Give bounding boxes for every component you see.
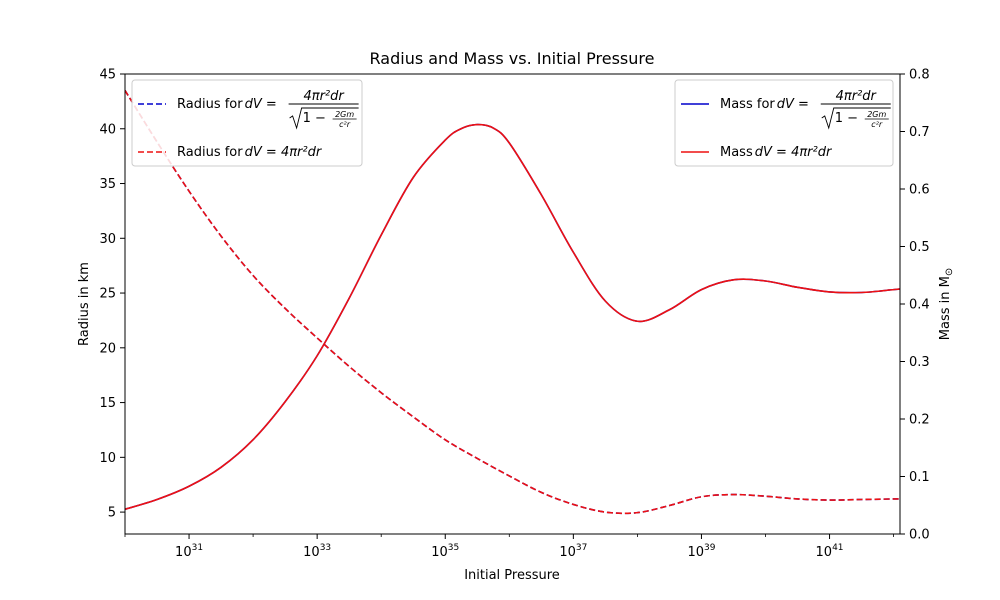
legend-formula-lhs: dV = (245, 97, 277, 112)
legend-formula-inner-denominator: c²r (871, 120, 883, 129)
legend-formula-newtonian: dV = 4πr²dr (755, 145, 833, 160)
y-axis-right-label-prefix: Mass in M (938, 276, 953, 340)
x-tick-label-exponent: 37 (576, 543, 587, 553)
y-right-tick-label: 0.6 (909, 183, 930, 198)
y-left-tick-label: 10 (99, 451, 116, 466)
x-tick-label: 1037 (559, 543, 587, 560)
legend-formula-inner-numerator: 2Gm (335, 110, 354, 119)
x-tick-label-base: 10 (303, 545, 320, 560)
x-tick-label-base: 10 (559, 545, 576, 560)
x-tick-label-exponent: 35 (448, 543, 459, 553)
formula-newtonian-rhs: 4πr²dr (791, 145, 833, 160)
legend-frame (674, 79, 894, 167)
x-tick-label: 1041 (816, 543, 844, 560)
y-left-tick-label: 30 (99, 232, 116, 247)
legend-label: Radius for (177, 145, 243, 160)
y-right-tick-label: 0.0 (909, 528, 930, 543)
y-left-tick-label: 35 (99, 177, 116, 192)
mass-series-newtonian-line (125, 123, 900, 511)
x-tick-label-base: 10 (431, 545, 448, 560)
legend-formula-newtonian: dV = 4πr²dr (245, 145, 323, 160)
legend-frame (131, 79, 363, 167)
formula-dv: dV (245, 97, 263, 112)
x-tick-label-exponent: 31 (192, 543, 203, 553)
legend-formula-lhs: dV = (777, 97, 809, 112)
legend-label: Mass for (720, 97, 775, 112)
formula-equals: = (794, 97, 809, 112)
y-axis-left-label: Radius in km (77, 262, 92, 346)
y-left-tick-label: 15 (99, 396, 116, 411)
legend-label: Radius for (177, 97, 243, 112)
x-axis-label: Initial Pressure (464, 568, 560, 583)
y-axis-right-label-subscript: ⊙ (944, 268, 955, 276)
radius-series-newtonian-line (125, 90, 900, 515)
legend-formula-inner-numerator: 2Gm (867, 110, 886, 119)
y-left-tick-label: 45 (99, 68, 116, 83)
y-left-tick-label: 25 (99, 287, 116, 302)
formula-newtonian-rhs: 4πr²dr (281, 145, 323, 160)
formula-equals: = (262, 97, 277, 112)
x-tick-label-base: 10 (816, 545, 833, 560)
formula-dv: dV (755, 145, 773, 160)
legend-formula-inner-denominator: c²r (339, 120, 351, 129)
formula-dv: dV (777, 97, 795, 112)
plot-layer (125, 90, 900, 515)
formula-equals: = (262, 145, 281, 160)
y-left-tick-label: 40 (99, 122, 116, 137)
x-tick-label-base: 10 (175, 545, 192, 560)
formula-equals: = (772, 145, 791, 160)
x-tick-label-base: 10 (687, 545, 704, 560)
chart-title: Radius and Mass vs. Initial Pressure (370, 49, 655, 68)
legend-formula-one-minus: 1 − (303, 111, 326, 126)
legend-formula-numerator: 4πr²dr (303, 89, 345, 104)
axes-layer: 1031 1033 1035 1037 1039 10415101520253035404… (99, 68, 929, 561)
legend-formula-sqrt-sign (821, 107, 891, 130)
y-right-tick-label: 0.3 (909, 355, 930, 370)
x-tick-label: 1035 (431, 543, 459, 560)
x-tick-label-exponent: 39 (704, 543, 716, 553)
legend-formula-sqrt-sign (289, 107, 359, 130)
y-left-tick-label: 20 (99, 341, 116, 356)
x-tick-label: 1039 (687, 543, 715, 560)
x-tick-label-exponent: 41 (832, 543, 843, 553)
y-axis-right-label: Mass in M⊙ (938, 268, 955, 340)
x-tick-label: 1033 (303, 543, 331, 560)
y-right-tick-label: 0.4 (909, 298, 930, 313)
legend-formula-one-minus: 1 − (835, 111, 858, 126)
series-group (125, 90, 900, 515)
y-right-tick-label: 0.5 (909, 240, 930, 255)
y-right-tick-label: 0.2 (909, 413, 930, 428)
y-right-tick-label: 0.7 (909, 125, 930, 140)
formula-dv: dV (245, 145, 263, 160)
legend-label: Mass (720, 145, 753, 160)
y-right-tick-label: 0.1 (909, 470, 930, 485)
y-left-tick-label: 5 (108, 506, 116, 521)
legend-formula-numerator: 4πr²dr (836, 89, 878, 104)
x-tick-label: 1031 (175, 543, 203, 560)
y-right-tick-label: 0.8 (909, 68, 930, 83)
x-tick-label-exponent: 33 (320, 543, 331, 553)
